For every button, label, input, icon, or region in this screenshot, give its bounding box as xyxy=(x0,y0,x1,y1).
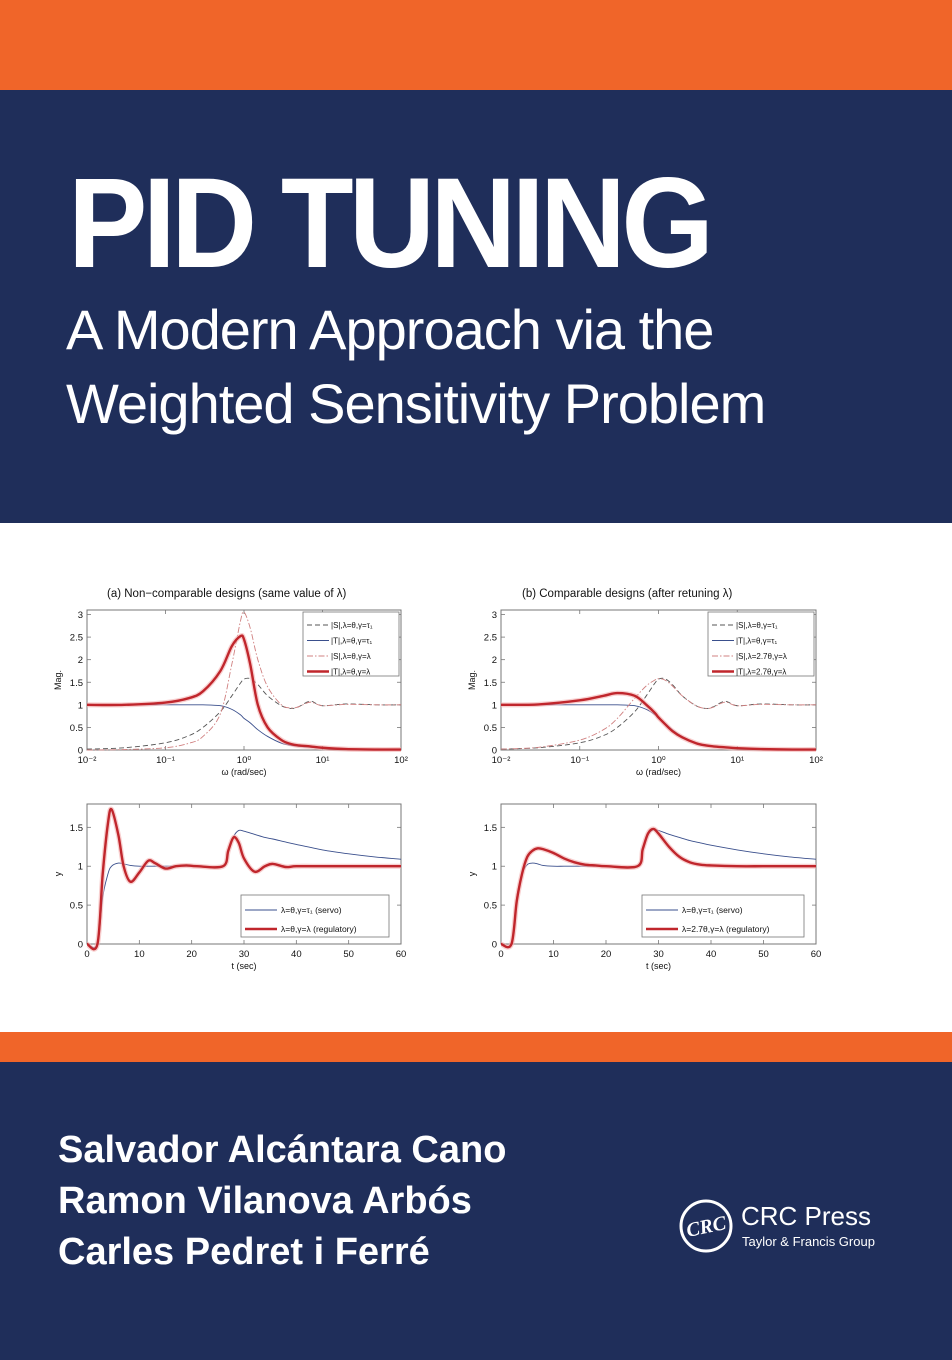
svg-text:10²: 10² xyxy=(809,755,823,766)
svg-text:λ=θ,γ=τ₁ (servo): λ=θ,γ=τ₁ (servo) xyxy=(281,905,342,915)
svg-text:2: 2 xyxy=(492,655,497,666)
publisher-name: CRC Press xyxy=(741,1201,872,1231)
a-time-plot xyxy=(85,803,402,952)
svg-text:λ=θ,γ=τ₁ (servo): λ=θ,γ=τ₁ (servo) xyxy=(682,905,743,915)
svg-text:|S|,λ=θ,γ=τ₁: |S|,λ=θ,γ=τ₁ xyxy=(331,621,373,630)
book-subtitle-line-1: A Modern Approach via the xyxy=(66,298,714,361)
svg-text:t (sec): t (sec) xyxy=(646,961,671,971)
svg-text:2.5: 2.5 xyxy=(484,633,497,644)
bottom-orange-band xyxy=(0,1032,952,1062)
panel-b-title: (b) Comparable designs (after retuning λ… xyxy=(522,588,733,600)
svg-text:CRC: CRC xyxy=(684,1212,728,1242)
svg-text:2: 2 xyxy=(78,655,83,666)
svg-text:10⁰: 10⁰ xyxy=(237,755,252,766)
svg-text:10²: 10² xyxy=(394,755,408,766)
svg-text:|S|,λ=2.7θ,γ=λ: |S|,λ=2.7θ,γ=λ xyxy=(736,652,787,661)
svg-text:λ=θ,γ=λ (regulatory): λ=θ,γ=λ (regulatory) xyxy=(281,924,357,934)
svg-text:|T|,λ=θ,γ=λ: |T|,λ=θ,γ=λ xyxy=(331,668,370,677)
svg-text:1.5: 1.5 xyxy=(484,823,497,834)
svg-text:0.5: 0.5 xyxy=(484,901,497,912)
author-name: Ramon Vilanova Arbós xyxy=(58,1180,472,1222)
b-freq-plot xyxy=(500,609,817,753)
authors-panel xyxy=(0,1062,952,1360)
svg-text:10⁻²: 10⁻² xyxy=(492,755,511,766)
svg-text:40: 40 xyxy=(706,949,717,960)
svg-text:20: 20 xyxy=(601,949,612,960)
svg-text:10¹: 10¹ xyxy=(316,755,330,766)
panel-a-title: (a) Non−comparable designs (same value o… xyxy=(107,588,347,600)
svg-text:20: 20 xyxy=(186,949,197,960)
svg-text:0.5: 0.5 xyxy=(70,723,83,734)
publisher-group: Taylor & Francis Group xyxy=(742,1234,875,1249)
svg-text:y: y xyxy=(467,871,477,876)
svg-text:λ=2.7θ,γ=λ (regulatory): λ=2.7θ,γ=λ (regulatory) xyxy=(682,924,770,934)
svg-text:10: 10 xyxy=(548,949,559,960)
top-orange-band xyxy=(0,0,952,90)
figure: (a) Non−comparable designs (same value o… xyxy=(0,523,952,1032)
svg-text:1: 1 xyxy=(78,862,83,873)
svg-text:1.5: 1.5 xyxy=(70,823,83,834)
svg-text:2.5: 2.5 xyxy=(70,633,83,644)
svg-text:Mag.: Mag. xyxy=(53,670,63,690)
svg-text:|T|,λ=2.7θ,γ=λ: |T|,λ=2.7θ,γ=λ xyxy=(736,668,786,677)
svg-text:t (sec): t (sec) xyxy=(231,961,256,971)
svg-text:y: y xyxy=(53,871,63,876)
svg-text:40: 40 xyxy=(291,949,302,960)
svg-text:3: 3 xyxy=(492,610,497,621)
svg-text:1: 1 xyxy=(492,700,497,711)
author-name: Salvador Alcántara Cano xyxy=(58,1129,507,1171)
svg-text:0: 0 xyxy=(78,940,83,951)
svg-text:0.5: 0.5 xyxy=(484,723,497,734)
svg-text:10⁻¹: 10⁻¹ xyxy=(570,755,589,766)
svg-text:1: 1 xyxy=(78,700,83,711)
svg-text:0: 0 xyxy=(78,746,83,757)
svg-text:0: 0 xyxy=(492,746,497,757)
svg-text:0: 0 xyxy=(84,949,89,960)
b-time-plot xyxy=(500,803,817,950)
figure-plots: 0 0.5 1 1.5 2 2.5 3 10⁻² 10⁻¹ 10⁰ 10¹ 10² ω (rad/sec… xyxy=(53,609,823,971)
svg-text:0: 0 xyxy=(498,949,503,960)
svg-text:Mag.: Mag. xyxy=(467,670,477,690)
svg-text:ω (rad/sec): ω (rad/sec) xyxy=(636,767,681,777)
title-panel xyxy=(0,90,952,523)
svg-text:60: 60 xyxy=(811,949,822,960)
publisher-logo: CRC CRC Press Taylor & Francis Group xyxy=(678,1198,888,1258)
svg-text:ω (rad/sec): ω (rad/sec) xyxy=(221,767,266,777)
svg-text:|S|,λ=θ,γ=λ: |S|,λ=θ,γ=λ xyxy=(331,652,371,661)
book-title: PID TUNING xyxy=(68,152,714,295)
svg-text:10⁰: 10⁰ xyxy=(651,755,666,766)
svg-text:1: 1 xyxy=(492,862,497,873)
svg-text:10⁻¹: 10⁻¹ xyxy=(156,755,175,766)
crc-circle-logo-icon: CRC xyxy=(679,1199,733,1253)
svg-text:50: 50 xyxy=(758,949,769,960)
book-subtitle-line-2: Weighted Sensitivity Problem xyxy=(66,372,766,435)
svg-text:50: 50 xyxy=(343,949,354,960)
svg-text:0.5: 0.5 xyxy=(70,901,83,912)
svg-text:60: 60 xyxy=(396,949,407,960)
svg-text:30: 30 xyxy=(653,949,664,960)
a-freq-plot xyxy=(86,609,402,753)
author-name: Carles Pedret i Ferré xyxy=(58,1231,430,1273)
svg-text:0: 0 xyxy=(492,940,497,951)
svg-text:|T|,λ=θ,γ=τ₁: |T|,λ=θ,γ=τ₁ xyxy=(736,637,777,646)
figure-panel xyxy=(0,523,952,1032)
svg-text:1.5: 1.5 xyxy=(484,678,497,689)
svg-text:|T|,λ=θ,γ=τ₁: |T|,λ=θ,γ=τ₁ xyxy=(331,637,372,646)
svg-text:3: 3 xyxy=(78,610,83,621)
svg-text:10: 10 xyxy=(134,949,145,960)
svg-text:|S|,λ=θ,γ=τ₁: |S|,λ=θ,γ=τ₁ xyxy=(736,621,778,630)
svg-text:10¹: 10¹ xyxy=(730,755,744,766)
svg-text:10⁻²: 10⁻² xyxy=(78,755,97,766)
svg-text:1.5: 1.5 xyxy=(70,678,83,689)
svg-text:30: 30 xyxy=(239,949,250,960)
